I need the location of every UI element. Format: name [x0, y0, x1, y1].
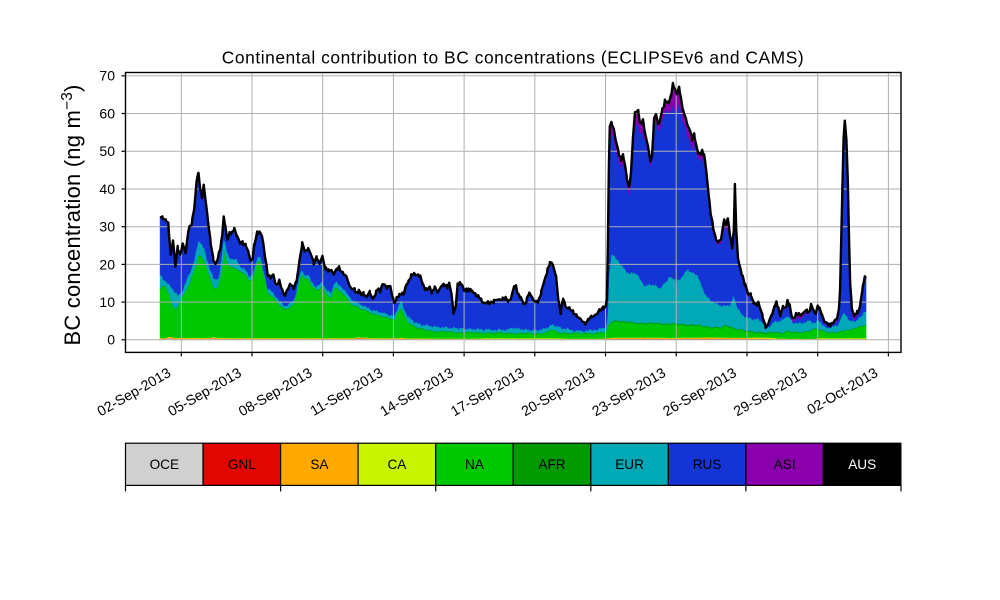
svg-text:30: 30: [99, 219, 115, 235]
svg-text:SA: SA: [310, 457, 329, 472]
svg-text:20: 20: [99, 256, 115, 272]
svg-text:EUR: EUR: [615, 457, 644, 472]
svg-text:0: 0: [107, 332, 115, 348]
svg-text:10: 10: [99, 294, 115, 310]
svg-text:AFR: AFR: [538, 457, 565, 472]
svg-text:50: 50: [99, 143, 115, 159]
svg-text:NA: NA: [465, 457, 485, 472]
svg-text:40: 40: [99, 181, 115, 197]
svg-text:ASI: ASI: [774, 457, 796, 472]
svg-text:GNL: GNL: [228, 457, 256, 472]
svg-text:OCE: OCE: [150, 457, 179, 472]
svg-text:AUS: AUS: [848, 457, 876, 472]
svg-text:60: 60: [99, 105, 115, 121]
svg-text:CA: CA: [387, 457, 407, 472]
svg-text:70: 70: [99, 68, 115, 84]
svg-text:RUS: RUS: [693, 457, 722, 472]
svg-text:BC concentration (ng m−3): BC concentration (ng m−3): [59, 85, 85, 346]
svg-text:Continental contribution to BC: Continental contribution to BC concentra…: [222, 48, 804, 68]
